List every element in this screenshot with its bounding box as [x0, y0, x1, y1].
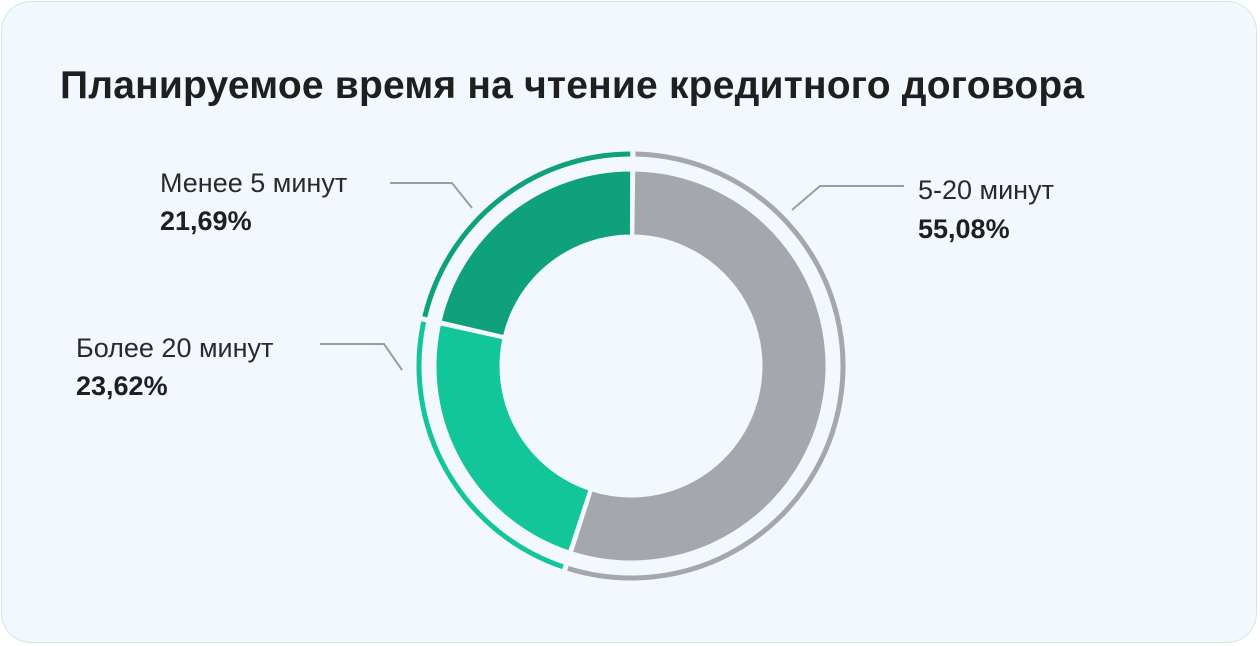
slice-more-20-min-outer-arc — [416, 321, 564, 570]
leader-5-20-min — [791, 185, 904, 211]
donut-slices — [433, 168, 829, 564]
slice-more-20-min — [433, 322, 593, 554]
leader-more-20-min — [320, 343, 403, 371]
label-5-20-min: 5-20 минут — [918, 175, 1054, 205]
value-5-20-min: 55,08% — [918, 214, 1010, 244]
chart-title: Планируемое время на чтение кредитного д… — [60, 64, 1085, 107]
value-more-20-min: 23,62% — [76, 371, 168, 401]
value-less-5-min: 21,69% — [160, 206, 252, 236]
slice-less-5-min — [438, 168, 634, 339]
slice-5-20-min-outer-arc — [567, 151, 846, 581]
outer-arcs — [416, 151, 846, 581]
label-less-5-min: Менее 5 минут — [160, 168, 347, 198]
label-more-20-min: Более 20 минут — [76, 333, 273, 363]
slice-labels: 5-20 минут 55,08% Более 20 минут 23,62% … — [76, 168, 1054, 401]
leader-lines — [320, 182, 904, 371]
slice-5-20-min — [569, 168, 829, 564]
leader-less-5-min — [390, 182, 473, 209]
slice-less-5-min-outer-arc — [422, 151, 631, 318]
